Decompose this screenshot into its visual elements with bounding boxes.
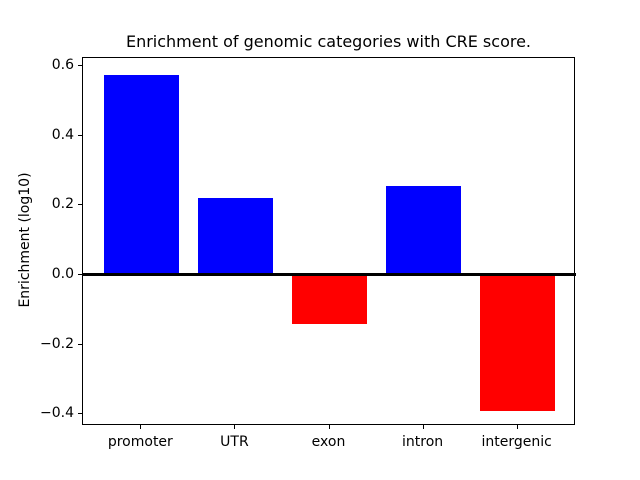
bar-intergenic	[480, 274, 556, 411]
y-tick-label: 0.0	[51, 265, 74, 282]
x-tick-mark	[422, 425, 424, 429]
y-tick-label: 0.4	[51, 126, 74, 143]
bar-intron	[385, 186, 462, 275]
x-tick-label-UTR: UTR	[220, 434, 249, 450]
x-tick-label-promoter: promoter	[107, 434, 173, 450]
y-tick-label: 0.2	[51, 196, 74, 213]
y-tick-label: −0.2	[40, 335, 74, 352]
bar-UTR	[197, 197, 274, 275]
y-tick-mark	[78, 65, 82, 66]
y-tick-mark	[78, 134, 82, 136]
x-tick-mark	[234, 425, 236, 429]
plot-area	[82, 57, 576, 425]
x-tick-label-exon: exon	[311, 434, 346, 450]
chart-title: Enrichment of genomic categories with CR…	[125, 32, 532, 51]
y-tick-label: −0.4	[40, 405, 74, 422]
y-tick-mark	[78, 343, 82, 345]
x-tick-mark	[140, 425, 142, 429]
x-tick-label-intron: intron	[402, 434, 444, 450]
bar-exon	[291, 274, 368, 324]
y-tick-label: 0.6	[51, 57, 74, 73]
y-tick-mark	[78, 204, 82, 206]
y-tick-mark	[78, 413, 82, 415]
y-tick-mark	[78, 273, 82, 275]
x-tick-label-intergenic: intergenic	[481, 434, 552, 450]
x-tick-mark	[516, 425, 518, 429]
bar-promoter	[103, 74, 179, 275]
y-axis-label-text: Enrichment (log10)	[17, 172, 33, 308]
zero-line	[83, 273, 576, 277]
x-tick-mark	[328, 425, 330, 429]
